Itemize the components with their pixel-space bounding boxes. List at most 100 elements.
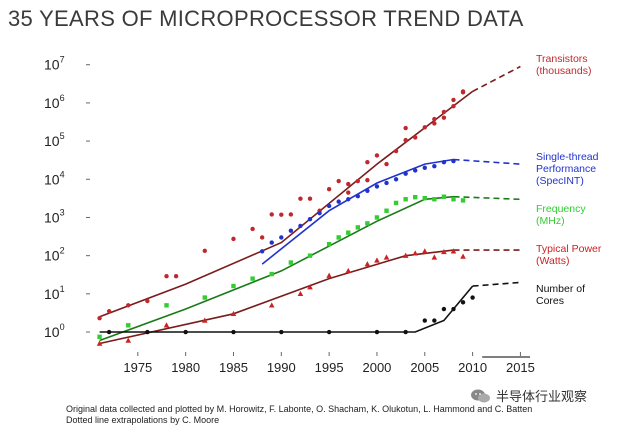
data-point: [422, 195, 427, 201]
data-point: [355, 194, 361, 199]
data-point: [326, 186, 332, 192]
data-point: [355, 225, 361, 230]
footer-credits: Original data collected and plotted by M…: [66, 404, 532, 426]
watermark-text: 半导体行业观察: [496, 389, 588, 404]
legend-layer: Transistors (thousands) Single-thread Perfo…: [536, 53, 602, 307]
data-point: [346, 190, 351, 195]
data-point: [164, 303, 169, 308]
data-point: [403, 329, 408, 335]
trend-line-transistors-thousands: [99, 90, 474, 318]
data-point: [431, 254, 438, 260]
legend-label-number-of-cores: Number of Cores: [536, 283, 585, 307]
data-point: [346, 197, 351, 202]
data-point: [164, 273, 169, 279]
data-point: [231, 283, 236, 289]
y-tick-label: 102: [44, 246, 65, 264]
data-point: [231, 236, 236, 242]
data-point: [460, 198, 466, 203]
extrapolation-line-frequency-mhz: [453, 195, 521, 201]
x-tick-label: 2015: [506, 360, 535, 375]
data-point: [451, 104, 456, 109]
data-point: [393, 200, 399, 206]
extrapolation-line-number-of-cores: [472, 281, 521, 287]
data-point: [307, 253, 313, 258]
data-point: [441, 109, 447, 115]
y-tick-label: 100: [44, 322, 65, 340]
y-tick-label: 101: [44, 284, 65, 302]
data-point: [326, 203, 332, 209]
data-point: [451, 197, 456, 202]
data-point: [259, 249, 265, 254]
data-point: [384, 161, 389, 167]
data-point: [297, 290, 304, 297]
x-tick-label: 1995: [315, 360, 344, 375]
data-point: [432, 164, 437, 169]
data-point: [441, 194, 447, 199]
series-single-thread-performance-specint: [259, 158, 521, 265]
data-point: [269, 271, 274, 277]
data-point: [126, 323, 131, 328]
data-point: [106, 309, 112, 314]
data-point: [421, 248, 428, 254]
data-point: [231, 329, 236, 335]
footer-extrapolation-line: Dotted line extrapolations by C. Moore: [66, 415, 220, 425]
data-point: [460, 253, 466, 259]
data-point: [288, 212, 294, 217]
data-point: [355, 178, 361, 184]
data-point: [163, 322, 170, 328]
trend-line-typical-power-watts: [99, 249, 454, 345]
data-point: [365, 160, 370, 165]
x-tick-label: 1980: [171, 360, 200, 375]
data-point: [298, 223, 303, 229]
extrapolation-line-single-thread-performance-specint: [453, 158, 521, 165]
data-point: [268, 302, 275, 308]
data-point: [374, 257, 380, 263]
data-point: [441, 160, 447, 165]
data-point: [279, 212, 284, 217]
trend-line-single-thread-performance-specint: [261, 158, 454, 265]
data-point: [451, 158, 456, 164]
data-point: [279, 329, 284, 335]
y-tick-label: 107: [44, 55, 65, 73]
data-point: [279, 235, 284, 240]
series-layer: [96, 65, 521, 346]
watermark: 半导体行业观察: [470, 386, 587, 405]
data-point: [326, 329, 332, 335]
data-point: [413, 168, 418, 173]
data-point: [96, 340, 103, 346]
legend-label-typical-power-watts: Typical Power (Watts): [536, 243, 602, 267]
data-point: [364, 261, 371, 267]
data-point: [432, 197, 437, 202]
data-point: [460, 90, 466, 95]
data-point: [384, 208, 389, 213]
data-point: [441, 115, 447, 120]
data-point: [413, 135, 418, 140]
data-point: [403, 125, 408, 131]
data-point: [422, 318, 427, 323]
x-tick-label: 2000: [362, 360, 391, 375]
data-point: [451, 306, 456, 312]
series-typical-power-watts: [96, 248, 521, 346]
x-tick-label: 1985: [219, 360, 248, 375]
y-tick-label: 104: [44, 169, 65, 187]
data-point: [422, 125, 427, 130]
data-point: [106, 329, 112, 335]
legend-label-transistors-thousands: Transistors (thousands): [536, 53, 591, 77]
data-point: [145, 329, 150, 335]
data-point: [202, 295, 207, 300]
data-point: [412, 250, 419, 256]
data-point: [460, 300, 466, 305]
data-point: [365, 221, 370, 226]
data-point: [432, 116, 437, 122]
y-tick-label: 106: [44, 93, 65, 111]
series-transistors-thousands: [97, 65, 521, 321]
data-point: [250, 276, 255, 281]
data-point: [384, 180, 389, 186]
y-tick-label: 103: [44, 207, 65, 225]
data-point: [307, 196, 313, 201]
data-point: [451, 97, 456, 103]
footer-credit-line: Original data collected and plotted by M…: [66, 404, 533, 414]
chart-title: 35 YEARS OF MICROPROCESSOR TREND DATA: [8, 6, 524, 31]
data-point: [374, 153, 380, 158]
data-point: [288, 260, 294, 265]
